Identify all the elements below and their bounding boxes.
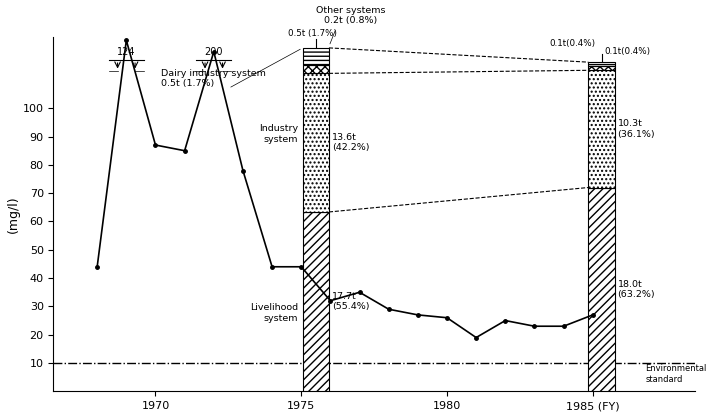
Text: 0.1t(0.4%): 0.1t(0.4%) bbox=[604, 48, 651, 56]
Text: Livelihood
system: Livelihood system bbox=[251, 303, 298, 323]
Bar bbox=[302, 212, 329, 391]
Bar bbox=[302, 74, 329, 212]
Bar bbox=[588, 70, 615, 188]
Bar bbox=[302, 65, 329, 74]
Text: 0.5t (1.7%): 0.5t (1.7%) bbox=[289, 29, 338, 38]
Text: Other systems
0.2t (0.8%): Other systems 0.2t (0.8%) bbox=[316, 6, 385, 25]
Text: 18.0t
(63.2%): 18.0t (63.2%) bbox=[618, 280, 655, 299]
Text: 10.3t
(36.1%): 10.3t (36.1%) bbox=[618, 119, 655, 139]
Text: 17.7t
(55.4%): 17.7t (55.4%) bbox=[332, 292, 369, 311]
Bar bbox=[588, 66, 615, 70]
Text: 124: 124 bbox=[117, 47, 135, 57]
Y-axis label: (mg/l): (mg/l) bbox=[7, 196, 20, 233]
Text: Environmental
standard: Environmental standard bbox=[645, 364, 706, 384]
Text: Dairy industry system
0.5t (1.7%): Dairy industry system 0.5t (1.7%) bbox=[161, 69, 266, 89]
Bar bbox=[302, 48, 329, 65]
Text: 13.6t
(42.2%): 13.6t (42.2%) bbox=[332, 133, 369, 153]
Bar bbox=[588, 188, 615, 391]
Bar bbox=[588, 62, 615, 66]
Text: 0.1t(0.4%): 0.1t(0.4%) bbox=[549, 39, 595, 48]
Text: 200: 200 bbox=[204, 47, 223, 57]
Text: Industry
system: Industry system bbox=[259, 125, 298, 144]
